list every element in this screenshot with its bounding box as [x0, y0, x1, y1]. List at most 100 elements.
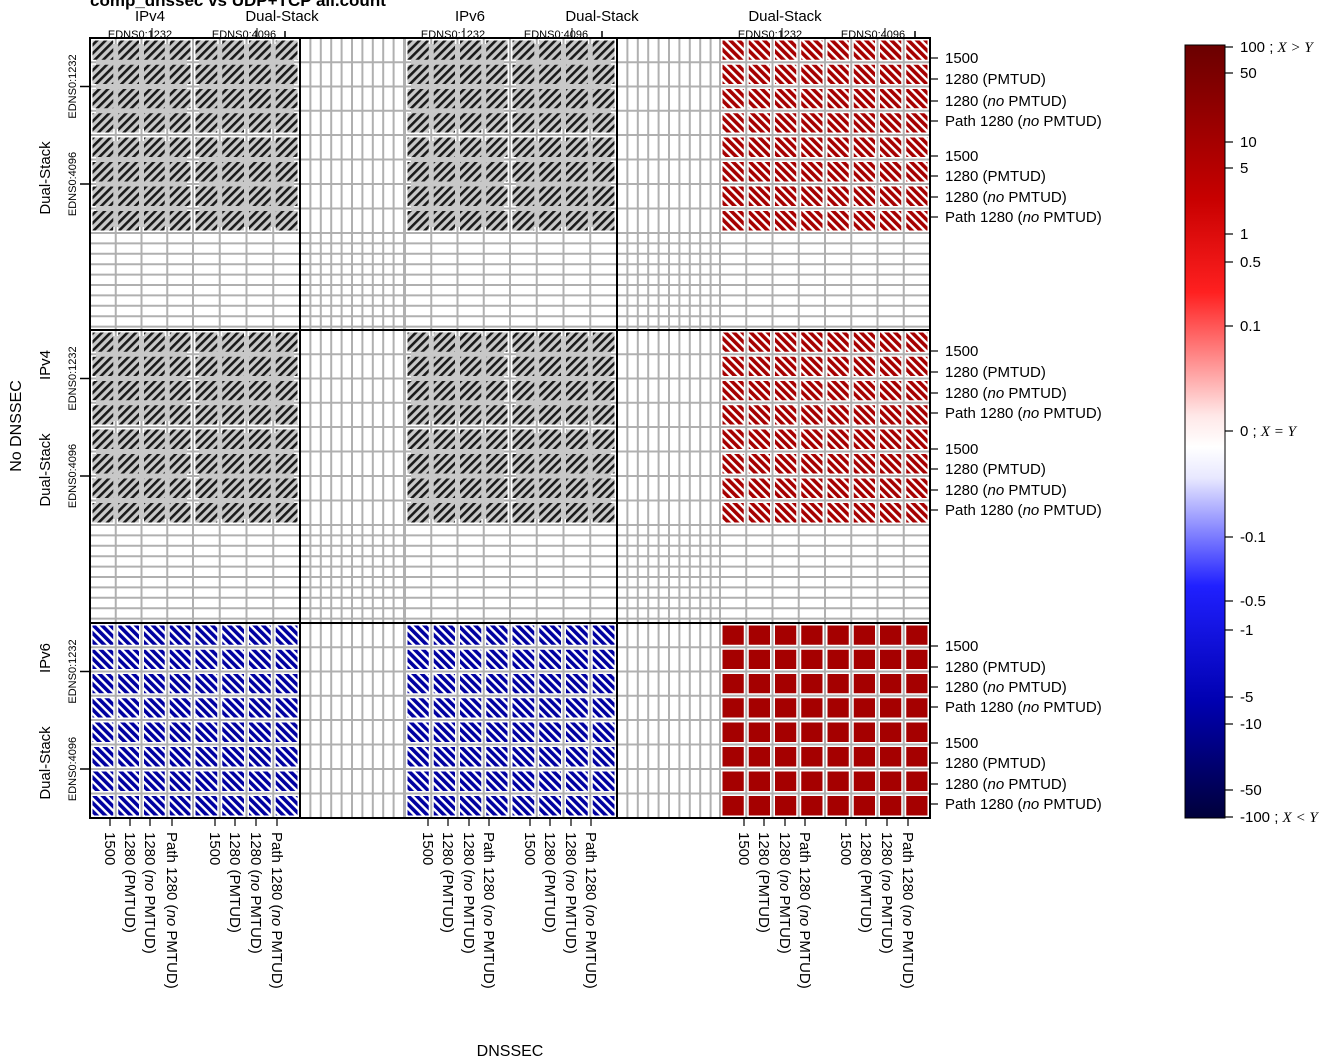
heatmap-cell: [118, 89, 139, 109]
heatmap-cell: [433, 113, 455, 133]
heatmap-cell: [92, 454, 114, 474]
heatmap-cell: [512, 356, 535, 376]
heatmap-cell: [566, 478, 588, 498]
heatmap-cell: [827, 89, 849, 109]
col-mtu-label: 1500: [419, 832, 436, 865]
heatmap-cell: [853, 454, 875, 474]
heatmap-cell: [249, 454, 271, 474]
heatmap-cell: [566, 137, 588, 157]
heatmap-cell: [169, 89, 191, 109]
heatmap-cell: [92, 113, 114, 133]
heatmap-cell: [275, 625, 298, 645]
heatmap-cell: [118, 796, 139, 816]
heatmap-cell: [222, 478, 244, 498]
heatmap-cell: [222, 137, 244, 157]
heatmap-cell: [222, 405, 244, 425]
heatmap-cell: [748, 162, 770, 182]
heatmap-cell: [144, 478, 165, 498]
heatmap-cell: [144, 674, 165, 694]
heatmap-cell: [906, 625, 928, 645]
heatmap-cell: [486, 381, 508, 401]
heatmap-cell: [722, 771, 744, 791]
heatmap-cell: [169, 186, 191, 206]
heatmap-cell: [722, 503, 744, 523]
heatmap-cell: [249, 356, 271, 376]
row-mtu-label: Path 1280 (no PMTUD): [945, 502, 1102, 519]
heatmap-cell: [144, 356, 165, 376]
heatmap-cell: [722, 625, 744, 645]
heatmap-cell: [592, 381, 615, 401]
heatmap-cell: [801, 674, 823, 694]
heatmap-cell: [169, 503, 191, 523]
heatmap-cell: [249, 625, 271, 645]
colorbar-label: -1: [1240, 622, 1253, 639]
row-mtu-label: 1500: [945, 735, 978, 752]
row-mtu-label: 1500: [945, 50, 978, 67]
heatmap-cell: [433, 747, 455, 767]
heatmap-cell: [195, 429, 218, 449]
row-edns-label: EDNS0:1232: [67, 346, 79, 410]
heatmap-cell: [407, 503, 429, 523]
heatmap-cell: [407, 454, 429, 474]
heatmap-cell: [748, 674, 770, 694]
heatmap-cell: [195, 40, 218, 60]
col-top-label: IPv4: [135, 8, 165, 25]
heatmap-cell: [880, 405, 902, 425]
heatmap-cell: [407, 405, 429, 425]
heatmap-cell: [433, 429, 455, 449]
heatmap-cell: [880, 478, 902, 498]
row-mtu-label: 1280 (PMTUD): [945, 168, 1046, 185]
row-sub-label: Dual-Stack: [37, 141, 54, 215]
heatmap-cell: [801, 771, 823, 791]
heatmap-cell: [433, 64, 455, 84]
heatmap-cell: [592, 113, 615, 133]
heatmap-cell: [118, 113, 139, 133]
heatmap-cell: [433, 381, 455, 401]
heatmap-cell: [775, 89, 797, 109]
row-mtu-label: Path 1280 (no PMTUD): [945, 209, 1102, 226]
heatmap-cell: [249, 649, 271, 669]
heatmap-cell: [118, 211, 139, 231]
heatmap-cell: [118, 405, 139, 425]
heatmap-cell: [222, 381, 244, 401]
heatmap-cell: [275, 429, 298, 449]
heatmap-cell: [748, 89, 770, 109]
heatmap-cell: [592, 64, 615, 84]
heatmap-cell: [512, 796, 535, 816]
row-mtu-label: 1280 (PMTUD): [945, 461, 1046, 478]
heatmap-cell: [748, 771, 770, 791]
row-top-label: IPv6: [37, 643, 54, 673]
heatmap-cell: [827, 429, 849, 449]
heatmap-cell: [722, 649, 744, 669]
heatmap-cell: [249, 478, 271, 498]
colorbar-label: 10: [1240, 134, 1257, 151]
heatmap-cell: [748, 40, 770, 60]
heatmap-cell: [592, 771, 615, 791]
heatmap-cell: [775, 137, 797, 157]
heatmap-cell: [169, 625, 191, 645]
heatmap-cell: [407, 186, 429, 206]
heatmap-cell: [539, 429, 561, 449]
heatmap-cell: [195, 722, 218, 742]
colorbar-label: 1: [1240, 226, 1248, 243]
heatmap-cell: [407, 747, 429, 767]
heatmap-cell: [801, 162, 823, 182]
heatmap-cell: [92, 771, 114, 791]
heatmap-cell: [801, 381, 823, 401]
heatmap-cell: [539, 722, 561, 742]
heatmap-cell: [195, 162, 218, 182]
heatmap-cell: [775, 429, 797, 449]
heatmap-cell: [748, 186, 770, 206]
heatmap-cell: [775, 698, 797, 718]
heatmap-cell: [144, 332, 165, 352]
heatmap-cell: [249, 796, 271, 816]
heatmap-cell: [722, 796, 744, 816]
heatmap-cell: [827, 503, 849, 523]
heatmap-cell: [222, 722, 244, 742]
row-mtu-label: 1280 (no PMTUD): [945, 482, 1067, 499]
heatmap-cell: [460, 747, 482, 767]
heatmap-cell: [275, 40, 298, 60]
heatmap-cell: [592, 211, 615, 231]
heatmap-cell: [407, 356, 429, 376]
heatmap-cell: [827, 64, 849, 84]
